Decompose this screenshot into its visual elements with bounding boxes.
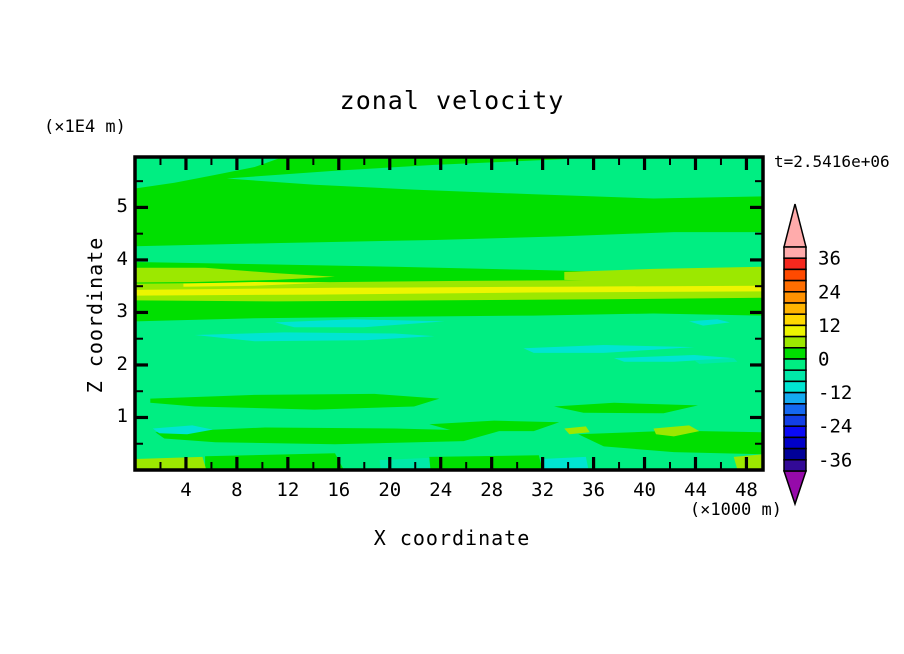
x-tick-label-36: 36	[582, 479, 606, 501]
colorbar-segment--12--8	[783, 380, 807, 394]
z-axis-unit-label: (×1E4 m)	[44, 117, 126, 137]
contour-region-jet-yellow-streak	[183, 282, 330, 287]
plot-frame	[133, 155, 765, 472]
colorbar-segment--24--20	[783, 414, 807, 427]
z-tick-label-5: 5	[116, 195, 128, 218]
contour-field	[135, 157, 763, 470]
colorbar-segment-16-20	[783, 302, 807, 315]
contour-region-green-patch-b	[155, 427, 500, 445]
colorbar-segment-0-4	[783, 347, 807, 360]
contour-region-turq-dash-right	[694, 358, 738, 364]
colorbar-segment-4-8	[783, 335, 807, 349]
z-tick-label-2: 2	[116, 352, 128, 375]
contour-region-chartreuse-spot-b	[564, 426, 590, 435]
colorbar-segment-12-16	[783, 313, 807, 327]
colorbar-segment--32--28	[783, 436, 807, 450]
x-tick-label-48: 48	[734, 479, 758, 501]
colorbar-segment--20--16	[783, 403, 807, 416]
contour-region-cyan-patch-upper-a	[275, 319, 445, 328]
z-tick-label-3: 3	[116, 300, 128, 323]
colorbar-label--12: -12	[818, 382, 852, 404]
colorbar-segment-20-24	[783, 291, 807, 304]
x-axis-title: X coordinate	[373, 526, 531, 550]
contour-region-cyan-surface-strip	[541, 456, 589, 470]
colorbar-segment--8--4	[783, 369, 807, 383]
contour-region-top-left-mint-wedge	[135, 157, 283, 189]
contour-region-turq-surface-strip	[379, 457, 431, 470]
colorbar-segment-32-36	[783, 257, 807, 271]
x-tick-label-40: 40	[633, 479, 656, 501]
colorbar-label--36: -36	[818, 449, 852, 471]
colorbar-segment--4-0	[783, 358, 807, 371]
colorbar-arrow-down	[782, 470, 808, 507]
x-tick-label-28: 28	[480, 479, 504, 501]
colorbar-segment-36-40	[783, 246, 807, 259]
contour-region-chartreuse-surface-right	[733, 454, 763, 470]
x-tick-label-32: 32	[531, 479, 555, 501]
z-tick-label-1: 1	[116, 405, 128, 428]
contour-region-cyan-patch-upper-b	[194, 332, 435, 342]
time-annotation: t=2.5416e+06	[774, 152, 890, 171]
contour-region-green-patch-d	[554, 402, 698, 414]
contour-region-jet-yellow-line	[135, 285, 763, 296]
colorbar-segment--16--12	[783, 391, 807, 405]
contour-region-cyan-streak-right-a	[523, 345, 695, 353]
x-tick-labels: 4 8 12 16 20 24 28 32 36 40 44 48	[132, 479, 812, 503]
x-tick-label-44: 44	[684, 479, 707, 501]
colorbar-label--24: -24	[818, 416, 852, 438]
z-tick-labels: 1 2 3 4 5	[86, 154, 130, 484]
contour-region-green-surface-mid	[429, 455, 543, 470]
x-tick-label-12: 12	[276, 479, 300, 501]
z-tick-label-4: 4	[116, 247, 128, 270]
colorbar-segment--36--32	[783, 447, 807, 461]
contour-region-green-patch-e	[578, 430, 763, 455]
contour-region-jet-chartreuse-left	[135, 267, 335, 283]
contour-plot-area	[133, 155, 765, 472]
contour-region-cyan-patch-lower-left	[152, 425, 213, 435]
page-title: zonal velocity	[339, 86, 565, 115]
colorbar-segment--28--24	[783, 425, 807, 439]
contour-region-chartreuse-spot-a	[653, 425, 700, 437]
x-axis-unit-label: (×1000 m)	[689, 500, 782, 520]
colorbar: 36 24 12 0 -12 -24 -36	[782, 203, 852, 507]
x-tick-label-20: 20	[378, 479, 402, 501]
colorbar-segment--40--36	[783, 459, 807, 472]
x-tick-label-16: 16	[327, 479, 351, 501]
colorbar-label-36: 36	[818, 248, 841, 270]
contour-region-green-patch-a	[150, 393, 440, 410]
contour-region-green-surface-left	[205, 453, 344, 470]
colorbar-arrow-up	[783, 203, 807, 248]
colorbar-label-0: 0	[818, 349, 829, 371]
contour-region-cyan-streak-right-b	[614, 355, 734, 362]
colorbar-segment-24-28	[783, 279, 807, 293]
contour-region-chartreuse-surface-left	[135, 456, 207, 470]
colorbar-label-12: 12	[818, 315, 841, 337]
colorbar-segment-8-12	[783, 324, 807, 338]
x-tick-label-24: 24	[429, 479, 453, 501]
x-tick-label-8: 8	[231, 479, 243, 501]
contour-region-cyan-dash-right-edge	[689, 319, 730, 326]
contour-region-z4-mint-band	[135, 232, 763, 274]
contour-region-upper-mint-band	[226, 157, 763, 199]
contour-region-green-patch-c	[429, 420, 560, 432]
colorbar-label-24: 24	[818, 281, 841, 303]
colorbar-segment-28-32	[783, 268, 807, 282]
x-tick-label-4: 4	[180, 479, 192, 501]
